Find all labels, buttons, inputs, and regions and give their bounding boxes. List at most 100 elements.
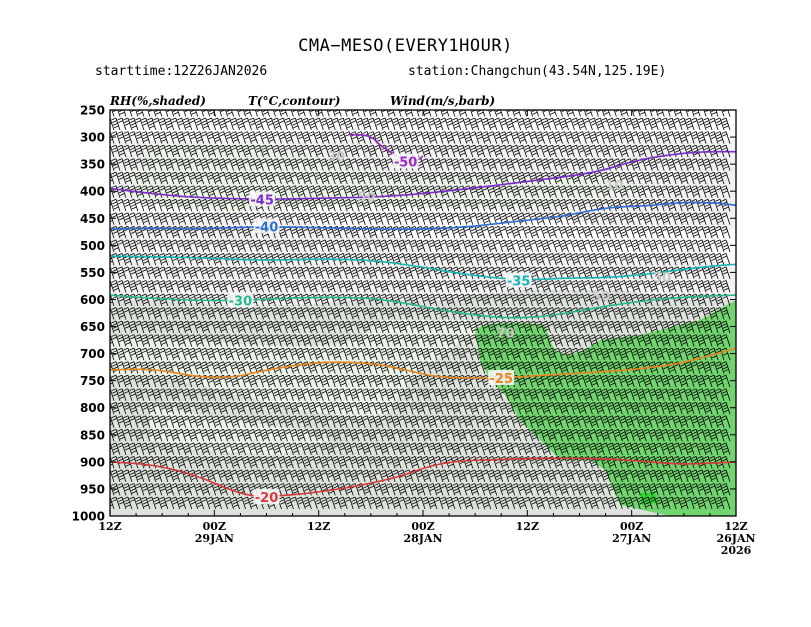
wind-barb	[212, 117, 223, 131]
wind-barb	[506, 117, 516, 131]
wind-barb	[260, 131, 270, 144]
wind-barb	[212, 131, 223, 144]
wind-barb	[284, 144, 294, 158]
wind-barb	[278, 158, 288, 171]
wind-barb	[159, 144, 169, 158]
wind-barb	[667, 117, 677, 131]
wind-barb	[565, 117, 575, 131]
wind-barb	[601, 144, 611, 158]
wind-barb	[212, 144, 223, 158]
wind-barb	[272, 117, 282, 131]
x-tick-label: 12Z	[307, 520, 330, 533]
wind-barb	[470, 117, 480, 131]
wind-barb	[308, 131, 318, 144]
wind-barb	[440, 117, 450, 131]
wind-barb	[583, 117, 593, 131]
y-tick-label-700: 700	[80, 347, 105, 361]
wind-barb	[398, 131, 408, 144]
wind-barb	[183, 144, 193, 158]
wind-barb	[195, 144, 205, 158]
rh-label-30: 30	[327, 150, 345, 165]
wind-barb	[458, 117, 468, 131]
wind-barb	[195, 117, 205, 131]
wind-barb	[673, 117, 683, 131]
wind-barb	[224, 131, 234, 144]
wind-barb	[673, 131, 683, 144]
wind-barb	[302, 117, 312, 131]
wind-barb	[147, 144, 157, 158]
legend-wind: Wind(m/s,barb)	[390, 94, 496, 108]
wind-barb	[661, 131, 671, 144]
wind-barb	[625, 117, 635, 131]
wind-barb	[649, 144, 659, 158]
wind-barb	[500, 117, 510, 131]
wind-barb	[183, 158, 193, 171]
rh-label-10: 10	[605, 179, 623, 194]
wind-barb	[512, 117, 522, 131]
wind-barb	[553, 117, 563, 131]
wind-barb	[332, 131, 342, 144]
wind-barb	[207, 131, 217, 144]
wind-barb	[272, 144, 282, 158]
wind-barb	[117, 117, 127, 131]
wind-barb	[189, 131, 199, 144]
wind-barb	[296, 117, 306, 131]
wind-barb	[320, 144, 330, 158]
wind-barb	[153, 158, 163, 171]
wind-barb	[571, 131, 581, 144]
wind-barb	[165, 144, 175, 158]
temperature-label-40: -40	[255, 220, 279, 235]
wind-barb	[380, 117, 390, 131]
wind-barb	[476, 144, 486, 158]
wind-barb	[559, 117, 569, 131]
wind-barb	[224, 117, 234, 131]
wind-barb	[571, 117, 581, 131]
wind-barb	[278, 131, 288, 144]
wind-barb	[153, 131, 163, 144]
wind-barb	[129, 158, 139, 171]
wind-barb	[129, 117, 139, 131]
wind-barb	[302, 144, 312, 158]
wind-barb	[129, 131, 139, 144]
wind-barb	[159, 131, 169, 144]
wind-barb	[631, 117, 641, 131]
wind-barb	[559, 144, 569, 158]
rh-region-90	[475, 300, 736, 516]
wind-barb	[685, 117, 695, 131]
wind-barb	[326, 117, 336, 131]
wind-barb	[697, 144, 707, 158]
wind-barb	[488, 144, 498, 158]
wind-barb	[679, 117, 689, 131]
wind-barb	[242, 144, 252, 158]
wind-barb	[470, 144, 480, 158]
wind-barb	[667, 131, 677, 144]
wind-barb	[177, 158, 187, 171]
wind-barb	[111, 117, 121, 131]
temperature-label-20: -20	[255, 491, 279, 506]
wind-barb	[278, 144, 288, 158]
wind-barb	[464, 144, 474, 158]
wind-barb	[260, 158, 270, 171]
wind-barb	[218, 144, 229, 158]
wind-barb	[709, 117, 719, 131]
wind-barb	[236, 131, 246, 144]
wind-barb	[266, 144, 276, 158]
wind-barb	[428, 144, 438, 158]
temperature-label-50: -50	[394, 155, 418, 170]
wind-barb	[183, 131, 193, 144]
wind-barb	[332, 144, 342, 158]
wind-barb	[404, 131, 414, 144]
wind-barb	[392, 117, 402, 131]
wind-barb	[368, 117, 378, 131]
wind-barb	[470, 131, 480, 144]
wind-barb	[547, 144, 557, 158]
wind-barb	[147, 131, 157, 144]
wind-barb	[224, 144, 234, 158]
wind-barb	[242, 117, 252, 131]
wind-barb	[541, 144, 551, 158]
wind-barb	[201, 131, 211, 144]
wind-barb	[482, 144, 492, 158]
wind-barb	[290, 117, 300, 131]
wind-barb	[541, 117, 551, 131]
wind-barb	[260, 117, 270, 131]
